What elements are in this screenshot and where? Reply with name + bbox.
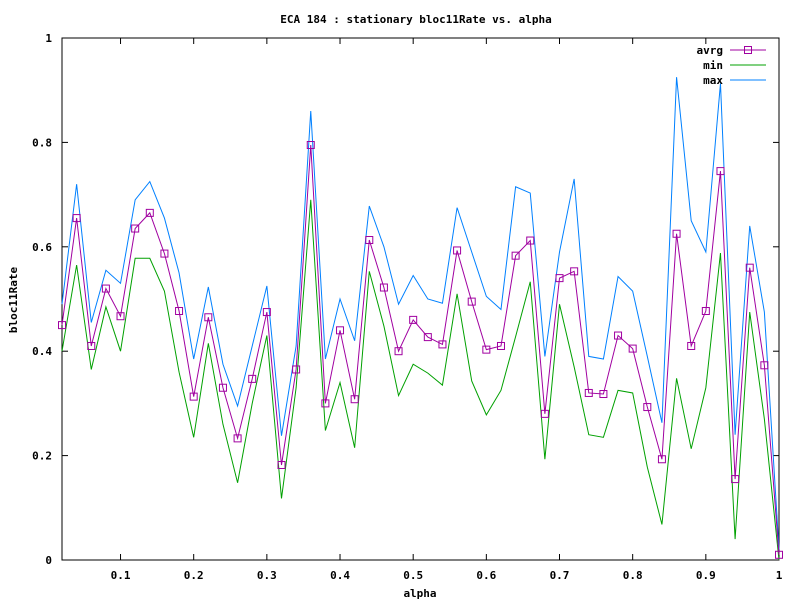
legend-marker-avrg	[744, 46, 752, 54]
data-point-avrg	[511, 251, 520, 260]
data-point-avrg	[687, 341, 696, 350]
data-point-avrg	[496, 341, 505, 350]
data-point-avrg	[731, 475, 740, 484]
plot-frame	[61, 37, 780, 561]
y-tick-label: 1	[45, 32, 52, 45]
x-tick-label: 0.3	[257, 569, 277, 582]
data-point-avrg	[306, 141, 315, 150]
data-point-avrg	[745, 263, 754, 272]
y-tick-label: 0.8	[32, 136, 52, 149]
data-point-avrg	[657, 455, 666, 464]
x-tick-label: 0.6	[476, 569, 496, 582]
legend-label-max: max	[703, 74, 723, 87]
data-point-avrg	[409, 315, 418, 324]
data-point-avrg	[760, 361, 769, 370]
data-point-avrg	[701, 307, 710, 316]
series-line-min	[61, 199, 780, 561]
data-point-avrg	[453, 246, 462, 255]
x-tick-label: 0.2	[184, 569, 204, 582]
data-point-avrg	[716, 167, 725, 176]
x-tick-label: 0.1	[111, 569, 131, 582]
data-point-avrg	[438, 340, 447, 349]
x-tick-label: 1	[776, 569, 783, 582]
legend: avrg min max	[697, 44, 766, 87]
plot-area: 0.1 0.2 0.3 0.4 0.5 0.6 0.7 0.8 0.9 1 0 0.2 0.4 0.6 0.…	[32, 32, 783, 582]
data-point-avrg	[614, 331, 623, 340]
data-point-avrg	[526, 236, 535, 245]
data-point-avrg	[58, 321, 66, 330]
data-point-avrg	[394, 347, 403, 356]
x-tick-label: 0.5	[403, 569, 423, 582]
y-axis-label: bloc11Rate	[7, 267, 20, 334]
data-point-avrg	[160, 249, 169, 258]
data-point-avrg	[643, 403, 652, 412]
data-point-avrg	[175, 307, 184, 316]
data-point-avrg	[555, 274, 564, 283]
x-axis-label: alpha	[403, 587, 436, 600]
data-point-avrg	[72, 214, 81, 223]
x-tick-label: 0.8	[623, 569, 643, 582]
data-point-avrg	[204, 313, 213, 322]
data-point-avrg	[218, 383, 227, 392]
x-tick-label: 0.9	[696, 569, 716, 582]
data-point-avrg	[540, 409, 549, 418]
data-point-avrg	[628, 344, 637, 353]
data-point-avrg	[277, 460, 286, 469]
x-tick-label: 0.7	[550, 569, 570, 582]
series-line-avrg	[61, 144, 780, 555]
data-point-avrg	[672, 229, 681, 238]
series-line-max	[61, 77, 780, 550]
chart-title: ECA 184 : stationary bloc11Rate vs. alph…	[280, 13, 552, 26]
data-point-avrg	[379, 283, 388, 292]
data-point-avrg	[145, 208, 154, 217]
data-point-avrg	[467, 297, 476, 306]
data-point-avrg	[189, 392, 198, 401]
y-tick-label: 0	[45, 554, 52, 567]
data-point-avrg	[423, 333, 432, 342]
data-point-avrg	[292, 365, 301, 374]
legend-label-min: min	[703, 59, 723, 72]
y-tick-label: 0.2	[32, 450, 52, 463]
y-tick-label: 0.4	[32, 345, 52, 358]
legend-label-avrg: avrg	[697, 44, 724, 57]
x-tick-label: 0.4	[330, 569, 350, 582]
data-point-avrg	[599, 390, 608, 399]
data-point-avrg	[350, 395, 359, 404]
data-point-avrg	[321, 399, 330, 408]
data-point-avrg	[116, 312, 125, 321]
data-point-avrg	[233, 434, 242, 443]
data-point-avrg	[482, 345, 491, 354]
data-point-avrg	[101, 284, 110, 293]
y-tick-label: 0.6	[32, 241, 52, 254]
data-point-avrg	[775, 550, 783, 559]
data-point-avrg	[131, 224, 140, 233]
data-point-avrg	[584, 388, 593, 397]
data-point-avrg	[365, 236, 374, 245]
data-point-avrg	[570, 267, 579, 276]
data-point-avrg	[248, 374, 257, 383]
data-point-avrg	[87, 341, 96, 350]
data-point-avrg	[336, 326, 345, 335]
data-point-avrg	[262, 308, 271, 317]
